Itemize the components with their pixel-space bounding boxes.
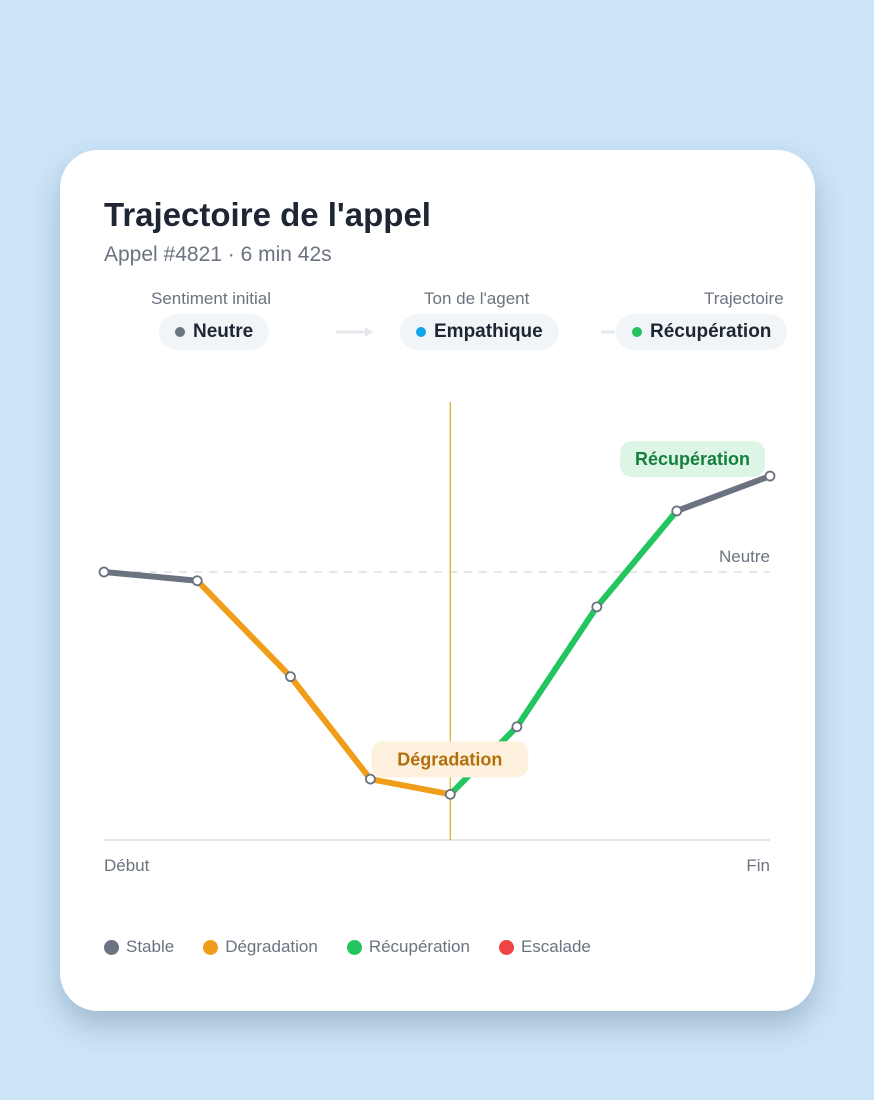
trajectory-pill: Récupération bbox=[616, 314, 788, 350]
legend-label: Récupération bbox=[368, 937, 470, 956]
legend-item-escalation: Escalade bbox=[498, 937, 591, 957]
agent-tone-value: Empathique bbox=[434, 321, 543, 342]
legend-label: Stable bbox=[126, 937, 175, 956]
legend-item-stable: Stable bbox=[104, 937, 174, 957]
data-point bbox=[364, 773, 376, 785]
initial-sentiment-value: Neutre bbox=[193, 321, 254, 342]
trajectory-value: Récupération bbox=[650, 321, 772, 342]
trajectory-segment-degradation bbox=[194, 577, 294, 680]
connector-icon bbox=[601, 330, 615, 334]
legend-item-degradation: Dégradation bbox=[203, 937, 318, 957]
trajectory-segment-stable bbox=[101, 569, 201, 584]
annotation-badge-degradation bbox=[371, 741, 529, 778]
annotation-label-degradation: Dégradation bbox=[397, 749, 502, 769]
annotation-label-recovery: Récupération bbox=[635, 449, 750, 469]
legend-swatch bbox=[346, 939, 362, 955]
x-tick-label-start: Début bbox=[104, 856, 150, 875]
data-point bbox=[671, 505, 683, 517]
legend-item-recovery: Récupération bbox=[346, 937, 470, 957]
initial-sentiment-label: Sentiment initial bbox=[151, 289, 272, 308]
legend-label: Dégradation bbox=[225, 937, 318, 956]
data-point bbox=[191, 575, 203, 587]
agent-tone-label: Ton de l'agent bbox=[424, 289, 530, 308]
neutral-reference-label: Neutre bbox=[719, 547, 770, 566]
legend-swatch bbox=[498, 939, 514, 955]
trajectory-label: Trajectoire bbox=[704, 289, 784, 308]
trajectory-segment-degradation bbox=[287, 673, 374, 783]
status-dot-icon bbox=[175, 327, 185, 337]
data-point bbox=[591, 601, 603, 613]
card-subtitle: Appel #4821 · 6 min 42s bbox=[104, 243, 332, 266]
data-point bbox=[764, 470, 776, 482]
legend-swatch bbox=[203, 939, 219, 955]
trajectory-segment-degradation bbox=[367, 776, 454, 798]
trajectory-chart: Neutre Dégradation Récupération Début Fin bbox=[98, 402, 776, 875]
legend-label: Escalade bbox=[520, 937, 591, 956]
trajectory-segment-stable bbox=[673, 473, 773, 514]
status-dot-icon bbox=[632, 327, 642, 337]
agent-tone-pill: Empathique bbox=[400, 314, 559, 350]
trajectory-card: Trajectoire de l'appel Appel #4821 · 6 m… bbox=[60, 150, 815, 1011]
data-point bbox=[511, 721, 523, 733]
data-point bbox=[98, 566, 110, 578]
trajectory-segment-recovery bbox=[593, 507, 680, 610]
legend-swatch bbox=[104, 939, 119, 955]
status-dot-icon bbox=[416, 327, 426, 337]
trajectory-segment-recovery bbox=[513, 603, 600, 730]
data-point bbox=[444, 788, 456, 800]
card-title: Trajectoire de l'appel bbox=[104, 196, 431, 233]
annotation-badge-recovery bbox=[620, 441, 765, 478]
initial-sentiment-pill: Neutre bbox=[159, 314, 270, 350]
chart-legend: Stable Dégradation Récupération Escalade bbox=[104, 937, 591, 957]
data-point bbox=[285, 671, 296, 683]
x-tick-label-end: Fin bbox=[746, 856, 770, 875]
arrow-right-icon bbox=[336, 327, 373, 337]
